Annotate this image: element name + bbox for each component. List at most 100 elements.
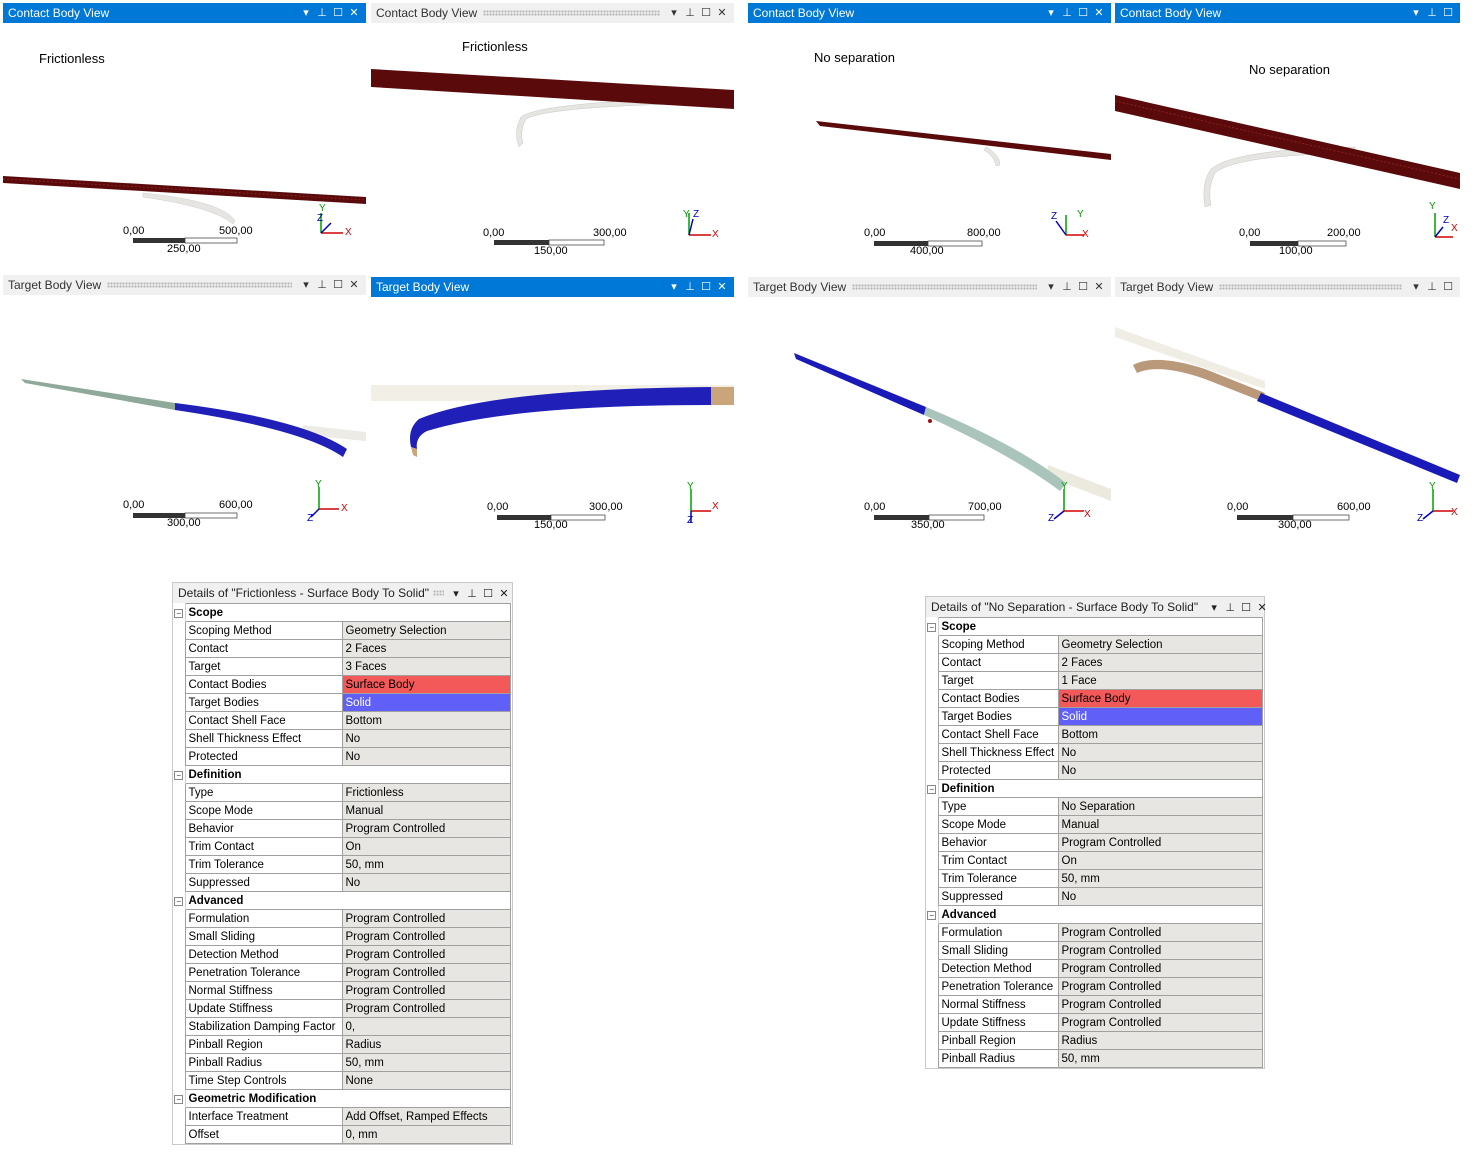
property-row[interactable]: Pinball Region Radius <box>173 1035 511 1054</box>
property-row[interactable]: Formulation Program Controlled <box>173 909 511 928</box>
view-title-bar[interactable]: Target Body View ▾ ⊥ ☐ ✕ <box>371 277 734 297</box>
chevron-down-icon[interactable]: ▾ <box>671 7 677 19</box>
viewport-canvas[interactable] <box>3 23 366 268</box>
maximize-icon[interactable]: ☐ <box>1443 7 1453 19</box>
property-value[interactable]: No <box>1057 743 1263 762</box>
property-row[interactable]: Interface Treatment Add Offset, Ramped Ef… <box>173 1107 511 1126</box>
property-row[interactable]: Stabilization Damping Factor 0, <box>173 1017 511 1036</box>
maximize-icon[interactable]: ☐ <box>1241 602 1252 614</box>
chevron-down-icon[interactable]: ▾ <box>671 281 677 293</box>
property-row[interactable]: Scope Mode Manual <box>173 801 511 820</box>
collapse-icon[interactable]: − <box>174 896 184 906</box>
section-header[interactable]: − Definition <box>173 765 511 784</box>
property-row[interactable]: Small Sliding Program Controlled <box>926 941 1263 960</box>
property-value[interactable]: Add Offset, Ramped Effects <box>341 1107 511 1126</box>
details-title-bar[interactable]: Details of "No Separation - Surface Body… <box>926 597 1267 617</box>
property-row[interactable]: Shell Thickness Effect No <box>926 743 1263 762</box>
view-title-bar[interactable]: Contact Body View ▾ ⊥ ☐ ✕ <box>3 3 366 23</box>
property-row[interactable]: Scope Mode Manual <box>926 815 1263 834</box>
property-value[interactable]: Program Controlled <box>341 945 511 964</box>
close-icon[interactable]: ✕ <box>1257 602 1267 614</box>
chevron-down-icon[interactable]: ▾ <box>303 7 309 19</box>
target-body-view-2[interactable]: Target Body View ▾ ⊥ ☐ ✕ 0,00 300,00 150,00… <box>371 277 734 542</box>
pin-icon[interactable]: ⊥ <box>1427 281 1437 293</box>
property-value[interactable]: On <box>341 837 511 856</box>
close-icon[interactable]: ✕ <box>499 588 509 600</box>
chevron-down-icon[interactable]: ▾ <box>303 279 309 291</box>
property-value[interactable]: Geometry Selection <box>341 621 511 640</box>
view-title-bar[interactable]: Contact Body View ▾ ⊥ ☐ <box>1115 3 1460 23</box>
property-row[interactable]: Target 1 Face <box>926 671 1263 690</box>
property-row[interactable]: Contact Bodies Surface Body <box>173 675 511 694</box>
view-title-bar[interactable]: Target Body View ▾ ⊥ ☐ ✕ <box>3 275 366 295</box>
property-value[interactable]: None <box>341 1071 511 1090</box>
property-value[interactable]: No <box>341 747 511 766</box>
pin-icon[interactable]: ⊥ <box>317 7 327 19</box>
property-value[interactable]: 0, <box>341 1017 511 1036</box>
chevron-down-icon[interactable]: ▾ <box>1211 602 1217 614</box>
viewport-canvas[interactable] <box>3 295 366 540</box>
property-row[interactable]: Pinball Region Radius <box>926 1031 1263 1050</box>
pin-icon[interactable]: ⊥ <box>467 588 477 600</box>
details-panel-frictionless[interactable]: Details of "Frictionless - Surface Body … <box>172 582 513 1145</box>
property-row[interactable]: Normal Stiffness Program Controlled <box>926 995 1263 1014</box>
section-header[interactable]: − Scope <box>173 603 511 622</box>
property-row[interactable]: Small Sliding Program Controlled <box>173 927 511 946</box>
property-value[interactable]: Program Controlled <box>341 819 511 838</box>
pin-icon[interactable]: ⊥ <box>1427 7 1437 19</box>
view-title-bar[interactable]: Target Body View ▾ ⊥ ☐ ✕ <box>748 277 1111 297</box>
pin-icon[interactable]: ⊥ <box>317 279 327 291</box>
viewport-canvas[interactable] <box>371 23 734 268</box>
property-row[interactable]: Contact 2 Faces <box>173 639 511 658</box>
maximize-icon[interactable]: ☐ <box>1443 281 1453 293</box>
property-value[interactable]: Program Controlled <box>1057 923 1263 942</box>
property-row[interactable]: Trim Contact On <box>173 837 511 856</box>
property-row[interactable]: Pinball Radius 50, mm <box>926 1049 1263 1068</box>
property-value[interactable]: No <box>1057 761 1263 780</box>
property-row[interactable]: Behavior Program Controlled <box>173 819 511 838</box>
property-row[interactable]: Pinball Radius 50, mm <box>173 1053 511 1072</box>
viewport-canvas[interactable] <box>748 297 1111 548</box>
property-row[interactable]: Update Stiffness Program Controlled <box>173 999 511 1018</box>
property-row[interactable]: Normal Stiffness Program Controlled <box>173 981 511 1000</box>
close-icon[interactable]: ✕ <box>717 281 727 293</box>
property-row[interactable]: Trim Tolerance 50, mm <box>173 855 511 874</box>
target-body-view-3[interactable]: Target Body View ▾ ⊥ ☐ ✕ 0,00 700,00 350,00… <box>748 277 1111 548</box>
property-value[interactable]: Program Controlled <box>1057 1013 1263 1032</box>
property-row[interactable]: Type Frictionless <box>173 783 511 802</box>
close-icon[interactable]: ✕ <box>349 7 359 19</box>
property-row[interactable]: Time Step Controls None <box>173 1071 511 1090</box>
collapse-icon[interactable]: − <box>174 608 184 618</box>
maximize-icon[interactable]: ☐ <box>1078 281 1088 293</box>
property-row[interactable]: Contact Bodies Surface Body <box>926 689 1263 708</box>
contact-body-view-4[interactable]: Contact Body View ▾ ⊥ ☐ No separation 0,00… <box>1115 3 1460 268</box>
section-header[interactable]: − Geometric Modification <box>173 1089 511 1108</box>
pin-icon[interactable]: ⊥ <box>685 281 695 293</box>
collapse-icon[interactable]: − <box>927 622 937 632</box>
property-row[interactable]: Behavior Program Controlled <box>926 833 1263 852</box>
property-row[interactable]: Protected No <box>926 761 1263 780</box>
property-row[interactable]: Contact Shell Face Bottom <box>173 711 511 730</box>
close-icon[interactable]: ✕ <box>1094 281 1104 293</box>
section-header[interactable]: − Advanced <box>926 905 1263 924</box>
property-row[interactable]: Target 3 Faces <box>173 657 511 676</box>
property-value[interactable]: 2 Faces <box>1057 653 1263 672</box>
property-value[interactable]: Program Controlled <box>341 927 511 946</box>
property-value[interactable]: Surface Body <box>1057 689 1263 708</box>
maximize-icon[interactable]: ☐ <box>333 279 343 291</box>
details-title-bar[interactable]: Details of "Frictionless - Surface Body … <box>173 583 512 603</box>
property-value[interactable]: No <box>1057 887 1263 906</box>
property-value[interactable]: Radius <box>341 1035 511 1054</box>
property-value[interactable]: No Separation <box>1057 797 1263 816</box>
property-value[interactable]: 0, mm <box>341 1125 511 1144</box>
target-body-view-1[interactable]: Target Body View ▾ ⊥ ☐ ✕ 0,00 600,00 300,00… <box>3 275 366 540</box>
property-row[interactable]: Target Bodies Solid <box>173 693 511 712</box>
chevron-down-icon[interactable]: ▾ <box>1413 281 1419 293</box>
chevron-down-icon[interactable]: ▾ <box>1048 7 1054 19</box>
property-row[interactable]: Suppressed No <box>926 887 1263 906</box>
collapse-icon[interactable]: − <box>174 770 184 780</box>
property-row[interactable]: Penetration Tolerance Program Controlled <box>926 977 1263 996</box>
maximize-icon[interactable]: ☐ <box>701 7 711 19</box>
property-value[interactable]: 2 Faces <box>341 639 511 658</box>
viewport-canvas[interactable] <box>1115 297 1460 548</box>
